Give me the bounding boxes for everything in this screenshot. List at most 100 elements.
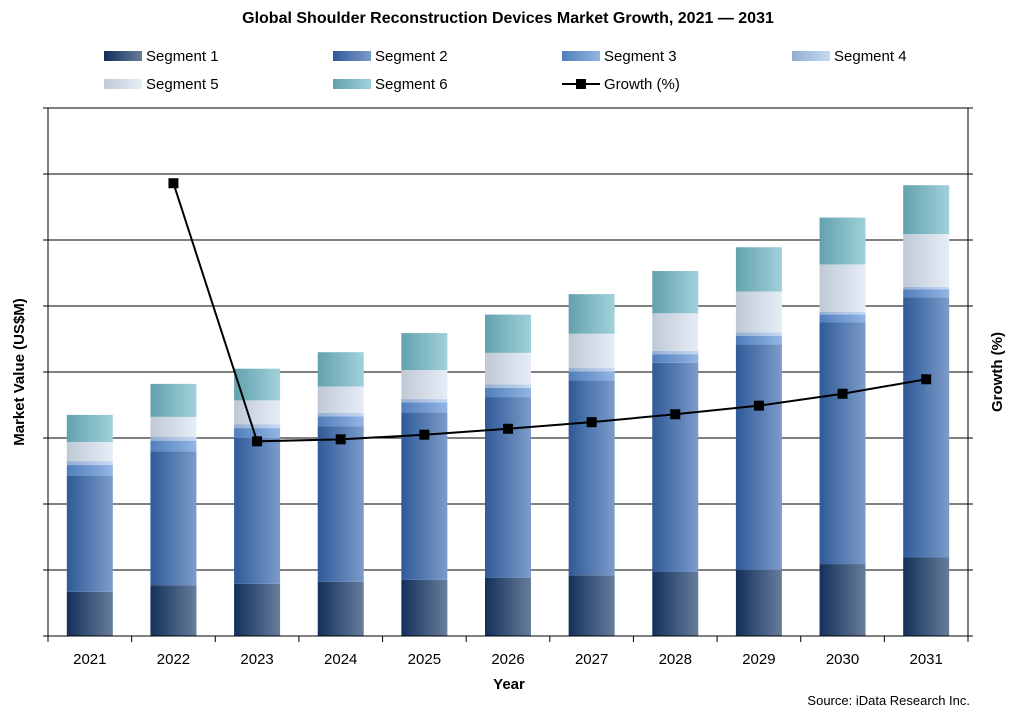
bar-segment-1-2023 [234,583,281,636]
bar-segment-3-2027 [568,371,615,381]
x-tick-label-2025: 2025 [408,651,441,668]
bar-segment-5-2024 [317,386,364,413]
y-axis-title: Market Value (US$M) [11,298,28,446]
growth-point-2025 [419,429,430,440]
bar-segment-4-2026 [485,384,531,388]
bar-segment-5-2022 [150,416,197,437]
bar-segment-2-2028 [652,362,699,572]
bar-segment-2-2024 [317,426,364,582]
legend: Segment 1 Segment 2 Segment 3 Segment 4 Segm… [104,48,907,93]
legend-swatch-segment-3 [562,51,600,61]
source-note: Source: iData Research Inc. [807,693,970,708]
bar-segment-6-2025 [401,333,448,371]
bar-segment-5-2023 [234,400,281,425]
bar-segment-4-2028 [652,350,699,355]
bar-segment-4-2022 [150,436,197,441]
x-tick-label-2021: 2021 [73,651,106,668]
x-tick-label-2022: 2022 [157,651,190,668]
growth-point-2026 [503,423,513,434]
x-tick-label-2030: 2030 [826,651,859,668]
bar-segment-3-2022 [150,440,197,452]
x-tick-label-2031: 2031 [909,651,942,668]
legend-swatch-growth-marker [576,79,586,89]
bar-segment-6-2023 [234,368,281,401]
x-axis-title: Year [493,676,525,693]
bar-segment-1-2025 [401,579,448,636]
growth-line-series [168,178,932,447]
legend-swatch-segment-1 [104,51,142,61]
bar-segment-3-2030 [819,314,866,323]
bar-segment-1-2029 [735,569,782,636]
legend-label-segment-6: Segment 6 [375,76,448,93]
bar-segment-6-2028 [652,271,699,314]
growth-point-2030 [837,388,848,399]
bar-segment-2-2027 [568,380,615,576]
bar-segment-3-2023 [234,428,281,438]
axes [43,107,973,642]
growth-point-2029 [753,400,764,411]
bar-segment-1-2022 [150,585,197,636]
x-tick-label-2024: 2024 [324,651,357,668]
bar-segment-3-2024 [317,416,364,427]
bar-segment-1-2026 [485,577,531,636]
bar-segment-5-2027 [568,333,615,369]
bar-segment-6-2024 [317,352,364,387]
bar-segment-2-2021 [66,475,113,592]
bar-segment-3-2031 [903,289,950,298]
bar-segment-3-2029 [735,335,782,345]
legend-label-growth: Growth (%) [604,76,680,93]
bar-segment-6-2022 [150,383,197,417]
growth-point-2027 [586,417,597,428]
legend-label-segment-1: Segment 1 [146,48,219,65]
bar-segment-1-2024 [317,581,364,636]
bar-segment-2-2031 [903,297,950,558]
chart-title: Global Shoulder Reconstruction Devices M… [242,10,774,27]
bar-segment-1-2021 [66,591,113,636]
bar-segment-2-2030 [819,322,866,565]
growth-line [172,182,927,443]
legend-label-segment-4: Segment 4 [834,48,907,65]
y2-axis-title: Growth (%) [989,332,1006,412]
bar-segment-3-2028 [652,354,699,363]
legend-swatch-segment-5 [104,79,142,89]
bars [66,185,950,636]
bar-segment-4-2027 [568,368,615,372]
bar-segment-6-2026 [485,314,531,353]
bar-segment-6-2021 [66,414,113,442]
x-tick-label-2029: 2029 [742,651,775,668]
bar-segment-5-2030 [819,264,866,312]
growth-point-2031 [921,374,932,385]
legend-label-segment-2: Segment 2 [375,48,448,65]
x-tick-labels: 2021 2022 2023 2024 2025 2026 2027 2028 2029 2030… [73,651,943,668]
bar-segment-4-2021 [66,461,113,466]
x-tick-label-2023: 2023 [240,651,273,668]
bar-segment-6-2027 [568,294,615,334]
bar-segment-2-2023 [234,438,281,584]
bar-segment-2-2022 [150,451,197,586]
bar-segment-5-2031 [903,234,950,287]
growth-point-2023 [252,436,263,447]
growth-point-2022 [168,178,179,189]
bar-segment-6-2031 [903,185,950,235]
x-tick-label-2028: 2028 [659,651,692,668]
bar-segment-4-2029 [735,332,782,336]
bar-segment-2-2025 [401,412,448,580]
bar-segment-2-2029 [735,344,782,570]
bar-segment-5-2026 [485,352,531,385]
bar-segment-1-2028 [652,571,699,636]
legend-swatch-segment-2 [333,51,371,61]
bar-segment-5-2021 [66,441,113,462]
legend-label-segment-5: Segment 5 [146,76,219,93]
bar-segment-5-2029 [735,291,782,333]
bar-segment-1-2030 [819,564,866,636]
bar-segment-4-2024 [317,412,364,417]
legend-label-segment-3: Segment 3 [604,48,677,65]
bar-segment-1-2027 [568,575,615,636]
bar-segment-4-2031 [903,286,950,290]
bar-segment-5-2025 [401,370,448,400]
growth-point-2028 [670,409,681,420]
bar-segment-3-2021 [66,465,113,476]
bar-segment-4-2023 [234,424,281,429]
growth-point-2024 [335,434,346,445]
